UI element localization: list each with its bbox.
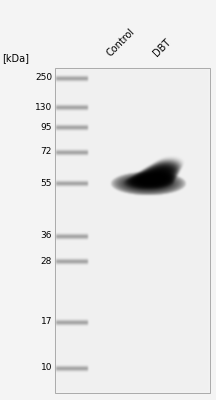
Text: 17: 17	[41, 318, 52, 326]
Text: 250: 250	[35, 74, 52, 82]
Text: 130: 130	[35, 102, 52, 112]
Text: [kDa]: [kDa]	[2, 53, 29, 63]
Text: 10: 10	[41, 364, 52, 372]
Text: 95: 95	[41, 122, 52, 132]
Text: 55: 55	[41, 178, 52, 188]
Text: Control: Control	[105, 26, 137, 58]
Text: DBT: DBT	[151, 37, 172, 58]
Text: 72: 72	[41, 148, 52, 156]
Text: 36: 36	[41, 232, 52, 240]
Bar	[55, 68, 210, 393]
Text: 28: 28	[41, 256, 52, 266]
